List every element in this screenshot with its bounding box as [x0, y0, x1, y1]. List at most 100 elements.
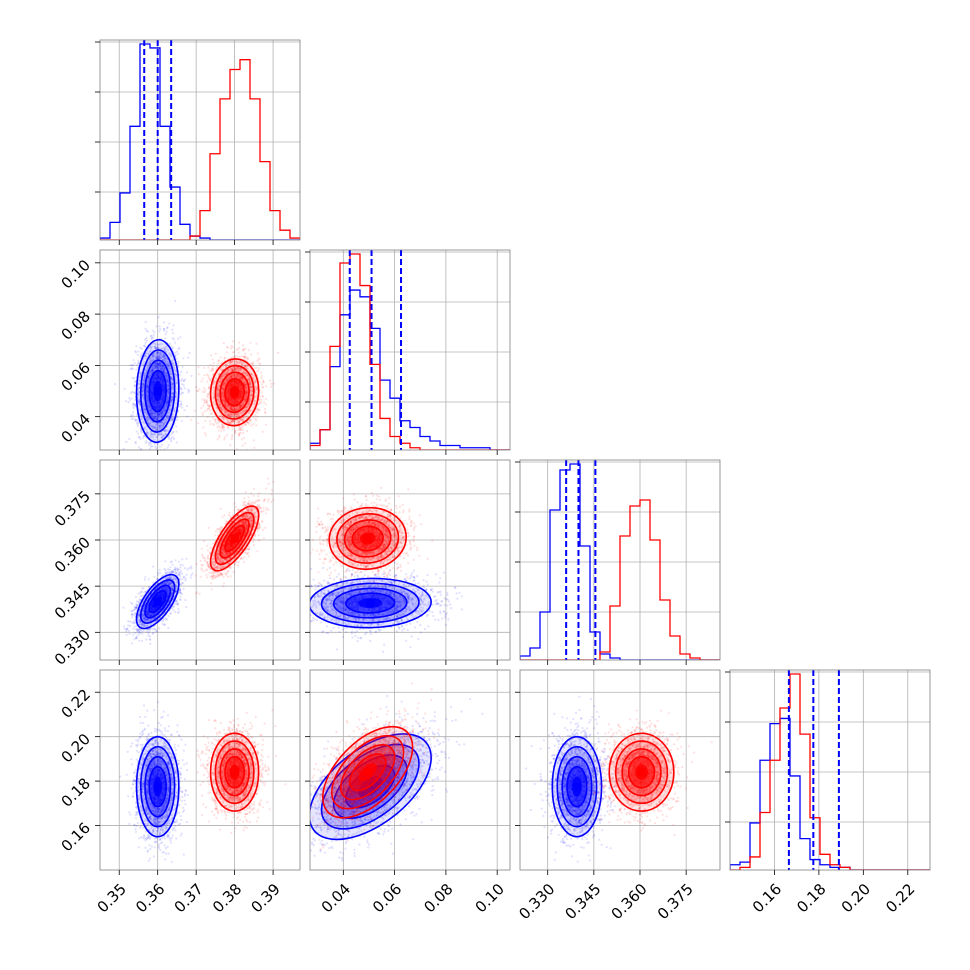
density-peak	[153, 387, 162, 396]
contour-line	[214, 364, 255, 420]
x-tick-label: 0.38	[209, 880, 245, 916]
density-peak	[572, 782, 581, 791]
panel-border	[99, 459, 301, 661]
joint-p0-p1: 0.04 0.06 0.08 0.10	[58, 249, 301, 455]
x-tick-label: 0.10	[472, 880, 508, 916]
density-peak	[230, 534, 239, 543]
density-peak	[363, 768, 372, 777]
x-tick-label: 0.16	[749, 880, 785, 916]
contour-line	[556, 745, 598, 828]
histogram-series	[730, 673, 930, 870]
panel-border	[309, 669, 511, 871]
contour-line	[608, 732, 675, 812]
contour-line	[144, 584, 172, 619]
y-tick-label: 0.08	[58, 307, 94, 343]
contour-line	[621, 748, 662, 797]
density-peak	[230, 388, 239, 397]
hist-p2	[515, 459, 721, 665]
density-peak	[366, 599, 375, 608]
density-peak	[637, 768, 646, 777]
contour-line	[139, 579, 176, 624]
x-tick-label: 0.22	[882, 880, 918, 916]
contour-line	[336, 513, 400, 564]
panel-content	[730, 670, 930, 870]
histogram-series	[520, 499, 720, 660]
contour-line	[214, 511, 255, 566]
x-tick-label: 0.35	[94, 880, 130, 916]
contour-line	[219, 748, 250, 797]
density-peak	[363, 534, 372, 543]
hist-p0	[95, 39, 301, 245]
panel-background	[730, 670, 930, 870]
contour-line	[139, 349, 176, 433]
x-tick-label: 0.36	[132, 880, 168, 916]
contour-line	[144, 755, 172, 818]
contour-line	[322, 725, 414, 819]
gridlines	[730, 670, 930, 870]
panel-content	[525, 695, 713, 863]
panel-border	[99, 39, 301, 241]
gridlines	[100, 460, 300, 660]
panel-content	[122, 477, 275, 645]
contour-line	[209, 358, 260, 427]
y-tick-label: 0.20	[58, 730, 94, 766]
histogram-series	[310, 253, 510, 450]
hist-p1	[305, 249, 511, 455]
joint-p2-p3: 0.330 0.345 0.360 0.375	[515, 669, 721, 923]
joint-p0-p3: 0.35 0.36 0.37 0.38 0.39 0.16 0.18 0.20 0.22	[58, 669, 301, 916]
histogram-series	[100, 59, 300, 240]
x-tick-label: 0.04	[318, 880, 354, 916]
x-tick-label: 0.18	[793, 880, 829, 916]
gridlines	[310, 460, 510, 660]
panel-background	[100, 460, 300, 660]
contour-line	[551, 735, 603, 838]
x-tick-label: 0.345	[561, 880, 604, 923]
contour-line	[209, 505, 260, 572]
x-tick-label: 0.330	[515, 880, 558, 923]
panel-background	[100, 670, 300, 870]
contour-line	[135, 735, 180, 838]
contour-line	[219, 371, 250, 414]
contour-line	[224, 524, 246, 553]
contour-line	[310, 577, 432, 629]
contour-line	[135, 573, 180, 630]
panel-background	[100, 250, 300, 450]
x-tick-label: 0.375	[654, 880, 697, 923]
contour-line	[310, 733, 432, 841]
contour-line	[345, 592, 396, 614]
panel-content	[100, 40, 300, 240]
y-tick-label: 0.10	[58, 256, 94, 292]
contour-line	[224, 755, 246, 789]
contour-line	[139, 745, 176, 828]
y-tick-label: 0.18	[58, 774, 94, 810]
contour-line	[343, 519, 392, 558]
hist-p3: 0.16 0.18 0.20 0.22	[725, 669, 931, 916]
histogram-series	[730, 717, 930, 870]
x-tick-label: 0.37	[171, 880, 207, 916]
joint-p1-p2	[305, 459, 511, 665]
gridlines	[100, 250, 300, 450]
density-peak	[230, 768, 239, 777]
panel-border	[309, 249, 511, 451]
contour-line	[566, 765, 588, 808]
contour-line	[148, 589, 167, 614]
histogram-series	[100, 43, 300, 240]
panel-background	[100, 40, 300, 240]
contour-line	[348, 753, 387, 792]
x-tick-label: 0.39	[247, 880, 283, 916]
y-tick-label: 0.330	[51, 626, 94, 669]
y-tick-label: 0.04	[58, 410, 94, 446]
contour-line	[224, 378, 246, 407]
y-tick-label: 0.345	[51, 579, 94, 622]
panel-border	[99, 669, 301, 871]
x-tick-label: 0.20	[838, 880, 874, 916]
contour-line	[214, 740, 255, 805]
contour-line	[148, 369, 167, 413]
panel-content	[310, 486, 463, 653]
contour-line	[148, 765, 167, 808]
contour-line	[351, 525, 384, 552]
panel-border	[99, 249, 301, 451]
